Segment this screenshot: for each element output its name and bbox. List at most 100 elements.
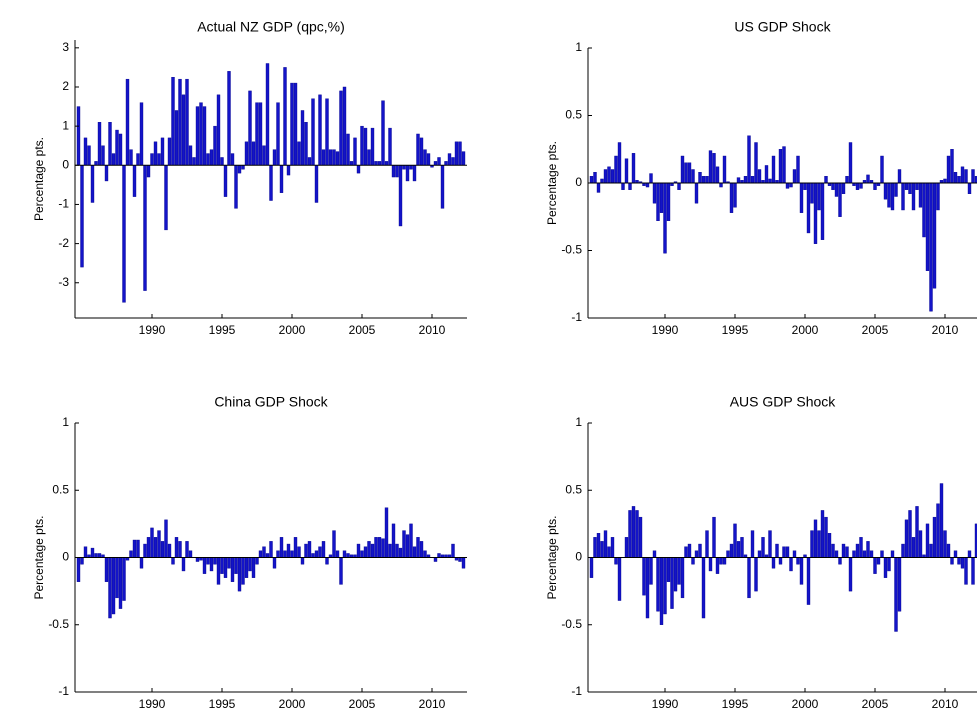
bar [918,182,923,208]
bar [908,182,912,195]
bar [384,507,389,558]
bar [423,149,427,166]
bar [666,182,671,221]
bar [132,165,137,197]
bar [220,157,224,166]
bar [719,557,723,565]
bar [869,550,874,558]
bar [712,516,716,558]
bar [213,125,217,166]
x-tick-label: 1990 [652,697,679,711]
bar [297,141,301,166]
bar [824,516,828,558]
bar [111,557,116,615]
bar [328,149,333,166]
bar [649,173,653,184]
bar [663,182,667,254]
bar [454,141,459,166]
bar [911,182,916,211]
bar [593,171,597,184]
bar [178,541,182,558]
x-tick-label: 2000 [792,323,819,337]
bar [806,182,811,234]
bar [143,543,147,558]
bar [125,78,130,166]
bar [241,557,245,585]
bar [698,171,702,184]
bar [349,161,354,166]
bar [346,553,350,558]
bar [237,557,242,592]
panel: AUS GDP Shock Percentage pts. -1 -0.5 0 0.5 1 1… [545,394,977,711]
bar [631,506,636,558]
bar [262,546,266,558]
bar [792,169,797,184]
y-tick-label: 0 [575,175,582,189]
y-axis-label: Percentage pts. [545,141,559,225]
bar [866,541,870,558]
bar [946,543,951,558]
bar [216,94,221,166]
bar [806,557,811,605]
bar [796,155,800,184]
bar [388,127,392,166]
bar [901,182,905,211]
bar [726,550,730,558]
bar [136,539,140,558]
bar [290,550,294,558]
bar [279,165,284,193]
bar [433,557,438,562]
bar [409,523,413,558]
bar [178,78,182,166]
bar [754,142,758,184]
bar [241,165,245,170]
bar [356,543,361,558]
bar [894,182,898,197]
bar [167,543,172,558]
y-tick-label: 1 [62,118,69,132]
bar [216,557,221,585]
bar [589,557,594,578]
bar [789,182,793,188]
bar [824,176,828,184]
bar [932,182,937,289]
bar [677,557,681,585]
panel-title: US GDP Shock [734,19,831,35]
y-tick-label: -2 [58,236,69,250]
bar [712,153,716,184]
bar [97,553,102,558]
bar [645,182,650,188]
x-tick-label: 2000 [279,697,306,711]
bar [932,516,937,558]
bar [139,557,144,569]
bar [953,550,958,558]
bar [603,530,608,558]
bar [663,557,667,615]
bar [757,169,762,184]
bar [845,176,849,184]
bar [589,176,594,184]
bar [157,530,161,558]
y-tick-label: 1 [62,415,69,429]
bar [188,550,193,558]
bar [820,182,825,240]
x-tick-label: 2010 [932,697,959,711]
bar [251,557,256,578]
bar [363,546,368,558]
bar [855,543,860,558]
bar [729,182,734,213]
bar [677,182,681,190]
panel: China GDP Shock Percentage pts. -1 -0.5 0 0.5… [32,394,467,711]
bar [680,557,685,599]
bar [461,151,466,166]
bar [817,530,821,558]
bar [813,182,818,244]
bar [911,537,916,558]
bar [960,166,965,184]
bar [174,110,179,166]
bar [132,539,137,558]
bar [311,553,315,558]
bar [701,176,706,184]
bar [624,158,629,184]
bar [722,155,727,184]
